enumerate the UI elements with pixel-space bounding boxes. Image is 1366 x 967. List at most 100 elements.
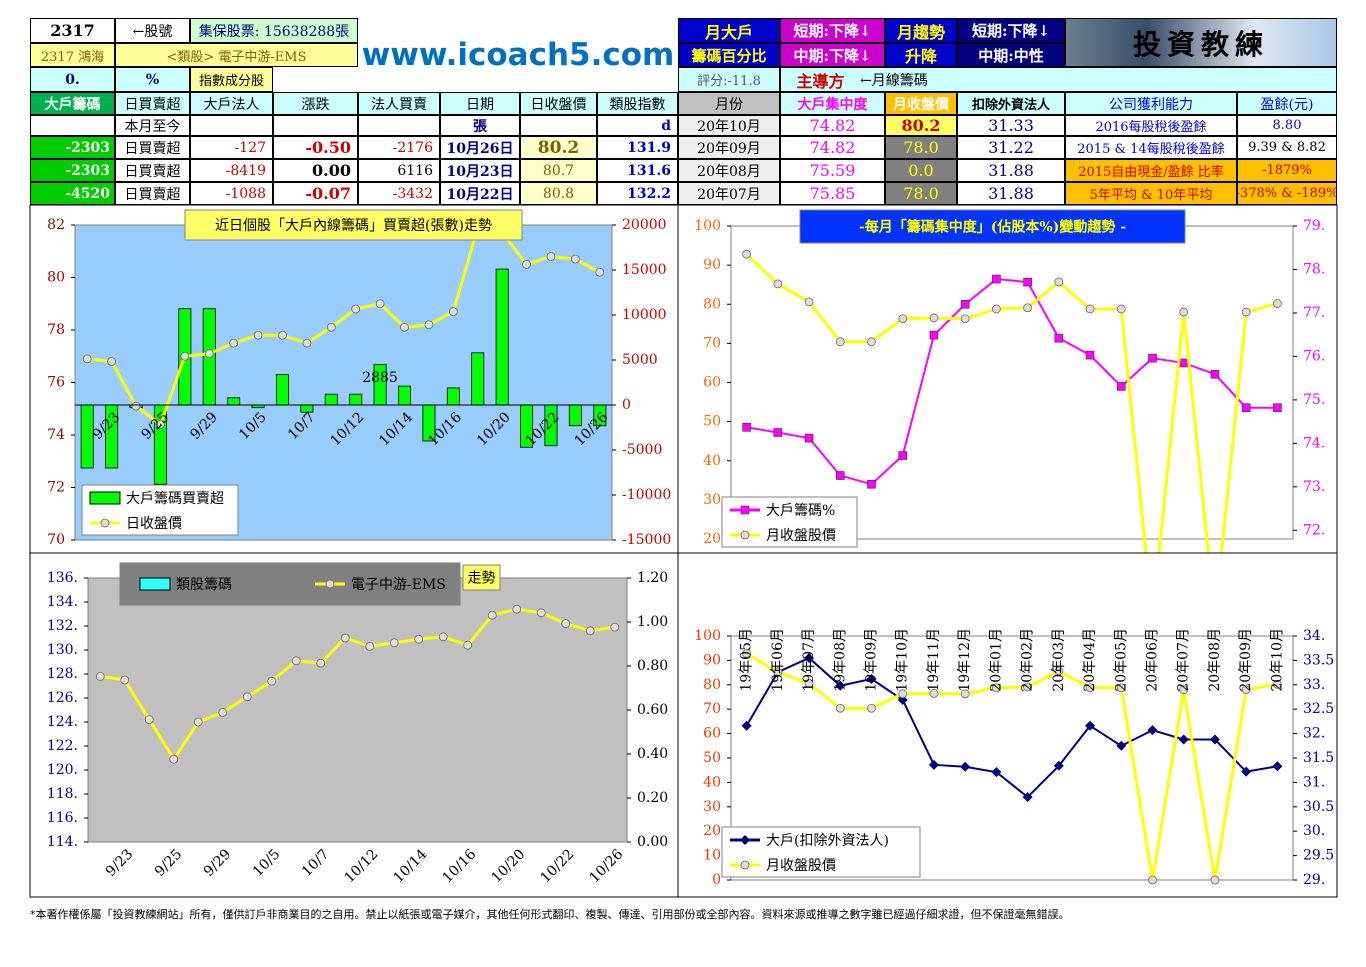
- point: [835, 471, 845, 480]
- table-cell: 131.9: [597, 136, 678, 159]
- table-cell: -0.50: [273, 136, 358, 159]
- point: [375, 299, 385, 309]
- point: [340, 633, 350, 643]
- table-cell: -2303: [30, 159, 115, 182]
- y2-tick-label: 1.00: [637, 614, 668, 630]
- y-tick-label: 130.: [47, 642, 78, 658]
- x-tick-label: 19年05月: [739, 628, 755, 692]
- empty-cell: [273, 115, 358, 136]
- index-member: 指數成分股: [190, 67, 273, 92]
- y2-tick-label: 0.40: [637, 746, 668, 762]
- point: [1054, 666, 1064, 676]
- column-header: 大戶集中度: [780, 92, 885, 115]
- bar: [446, 387, 460, 406]
- line: [87, 225, 601, 427]
- percent: 0.: [30, 67, 115, 92]
- point: [536, 608, 546, 618]
- y-tick-label: 50: [703, 750, 721, 766]
- table-cell: 78.0: [885, 136, 957, 159]
- point: [1272, 299, 1282, 308]
- point: [1272, 679, 1282, 689]
- point: [448, 307, 458, 317]
- point: [302, 338, 312, 348]
- point: [546, 252, 556, 261]
- y2-tick-label: 0: [622, 397, 631, 413]
- point: [82, 354, 92, 364]
- y2-tick-label: 33.: [1303, 677, 1325, 693]
- chart-title: 走勢: [468, 571, 496, 587]
- point: [928, 759, 939, 770]
- bar: [80, 404, 94, 469]
- bar: [349, 393, 363, 406]
- point: [351, 304, 361, 314]
- table-cell: -3432: [358, 182, 440, 205]
- y2-tick-label: 30.5: [1303, 799, 1334, 815]
- y-tick-label: 118.: [47, 786, 78, 802]
- table-cell: -8419: [190, 159, 273, 182]
- table-cell: 10月22日: [440, 182, 520, 205]
- legend-marker: [100, 518, 110, 528]
- legend-marker: [325, 579, 335, 589]
- point: [1023, 277, 1032, 287]
- table-cell: 0.00: [273, 159, 358, 182]
- column-header: 大戶法人: [190, 92, 273, 115]
- point: [1085, 683, 1095, 693]
- table-cell: 80.7: [520, 159, 597, 182]
- y2-tick-label: 74.: [1303, 435, 1325, 451]
- point: [180, 351, 190, 361]
- point: [1085, 720, 1096, 731]
- point: [991, 304, 1001, 314]
- y-tick-label: 136.: [47, 570, 78, 586]
- point: [595, 267, 605, 277]
- point: [1085, 304, 1095, 314]
- legend-label: 電子中游-EMS: [351, 577, 446, 593]
- y-tick-label: 82: [47, 217, 65, 233]
- point: [1241, 685, 1251, 695]
- legend-marker: [740, 860, 750, 870]
- big-holder: 月大戶: [678, 18, 780, 43]
- table-cell: 74.82: [780, 136, 885, 159]
- point: [120, 675, 130, 685]
- x-tick-label: 19年07月: [801, 628, 817, 692]
- mid-trend: 中期:下降↓: [780, 43, 885, 67]
- table-cell: 132.2: [597, 182, 678, 205]
- point: [1178, 734, 1189, 745]
- bar: [324, 393, 338, 406]
- y-tick-label: 80: [703, 677, 721, 693]
- column-header: 類股指數: [597, 92, 678, 115]
- table-cell: 80.2: [885, 115, 957, 136]
- x-tick-label: 20年02月: [1020, 628, 1036, 692]
- point: [487, 610, 497, 620]
- table-cell: 10月26日: [440, 136, 520, 159]
- y-tick-label: 40: [703, 453, 721, 469]
- legend-label: 大戶籌碼%: [766, 503, 835, 519]
- point: [835, 703, 845, 713]
- table-cell: -1879%: [1237, 159, 1337, 182]
- y-tick-label: 20: [703, 823, 721, 839]
- point: [898, 314, 908, 324]
- table-cell: -4520: [30, 182, 115, 205]
- y-tick-label: 114.: [47, 834, 78, 850]
- line: [100, 607, 615, 762]
- table-cell: 20年09月: [678, 136, 780, 159]
- table-cell: 78.0: [885, 182, 957, 205]
- y-tick-label: 50: [703, 414, 721, 430]
- y-tick-label: 134.: [47, 594, 78, 610]
- x-tick-label: 20年01月: [988, 628, 1004, 692]
- column-header: 公司獲利能力: [1065, 92, 1237, 115]
- column-header: 月收盤價: [885, 92, 957, 115]
- y2-tick-label: -10000: [622, 487, 671, 503]
- table-cell: 75.85: [780, 182, 885, 205]
- x-tick-label: 19年08月: [832, 628, 848, 692]
- point: [1272, 761, 1283, 772]
- legend-label: 類股籌碼: [176, 577, 232, 593]
- point: [867, 337, 876, 347]
- site-logo: www.icoach5.com: [358, 18, 678, 92]
- bar: [398, 385, 412, 406]
- y-tick-label: 76: [47, 375, 65, 391]
- point: [95, 672, 105, 681]
- table-cell: 2016每股稅後盈餘: [1065, 115, 1237, 136]
- point: [1241, 766, 1252, 777]
- table-cell: 74.82: [780, 115, 885, 136]
- leader-note: ←月線籌碼: [860, 67, 1337, 92]
